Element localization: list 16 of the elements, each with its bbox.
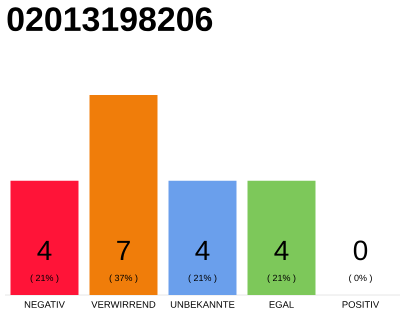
chart-title: 02013198206 xyxy=(8,7,212,32)
annotation: ( 37% ) xyxy=(110,274,138,283)
annotation: ( 21% ) xyxy=(268,274,296,283)
data-label: 7 xyxy=(117,240,130,260)
data-label: 0 xyxy=(354,240,368,260)
annotation: ( 0% ) xyxy=(349,274,372,283)
x-tick-label: UNBEKANNTE xyxy=(170,301,234,308)
annotation: ( 21% ) xyxy=(188,274,216,283)
x-tick-label: NEGATIV xyxy=(24,301,65,308)
data-label: 4 xyxy=(37,240,52,260)
data-label: 4 xyxy=(195,240,210,260)
x-tick-label: POSITIV xyxy=(342,301,380,308)
x-tick-label: VERWIRREND xyxy=(91,301,156,308)
data-label: 4 xyxy=(274,240,288,260)
x-tick-label: EGAL xyxy=(270,301,294,308)
annotation: ( 21% ) xyxy=(30,274,58,283)
